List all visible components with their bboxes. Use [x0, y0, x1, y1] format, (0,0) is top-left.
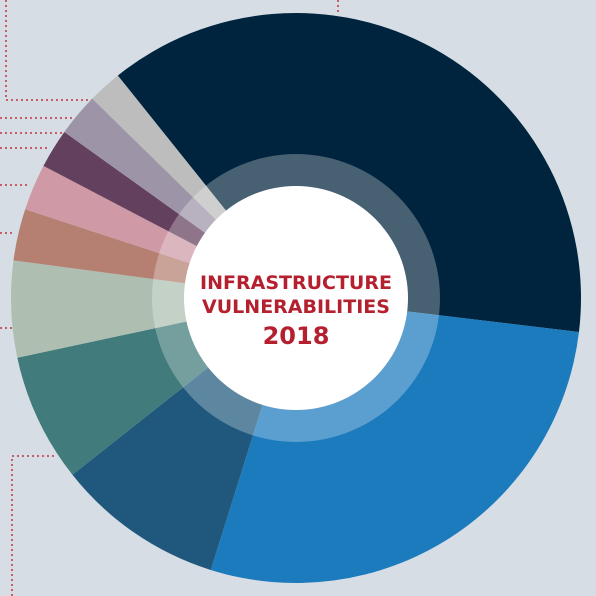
- leader-line-1: [5, 0, 94, 101]
- leader-line-8: [11, 455, 55, 596]
- center-year: 2018: [263, 322, 330, 350]
- center-title-line-1: INFRASTRUCTURE: [200, 272, 392, 294]
- leader-lines: [0, 0, 339, 596]
- donut-slice-1: [117, 12, 581, 332]
- center-disc: [184, 186, 408, 410]
- center-title-line-2: VULNERABILITIES: [202, 296, 390, 318]
- donut-slice-5: [10, 260, 296, 358]
